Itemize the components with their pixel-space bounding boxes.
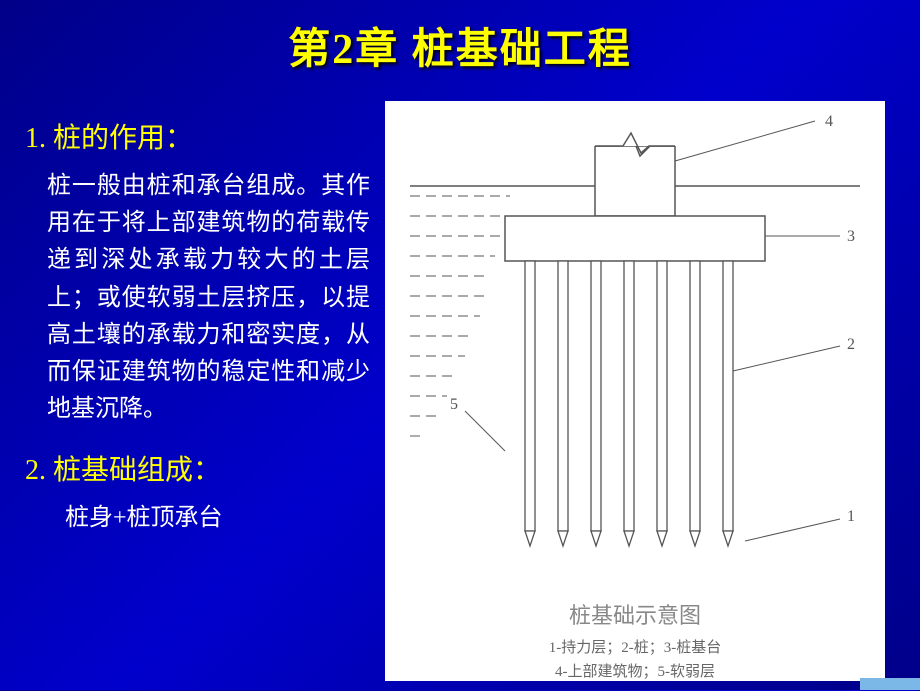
figure-legend-line1: 1-持力层；2-桩；3-桩基台 — [385, 636, 885, 660]
figure-container: 4 3 2 1 5 桩基础示意图 1-持力层；2-桩；3-桩基台 4-上部建筑物… — [385, 101, 885, 681]
section2-body: 桩身+桩顶承台 — [25, 500, 370, 537]
label-4: 4 — [825, 113, 833, 130]
section2-heading: 2. 桩基础组成： — [25, 448, 370, 488]
label-5: 5 — [450, 396, 458, 413]
figure-caption: 桩基础示意图 — [385, 598, 885, 630]
label-1: 1 — [847, 508, 855, 525]
figure-legend: 1-持力层；2-桩；3-桩基台 4-上部建筑物；5-软弱层 — [385, 636, 885, 684]
left-column: 1. 桩的作用： 桩一般由桩和承台组成。其作用在于将上部建筑物的荷载传递到深处承… — [25, 96, 385, 681]
right-column: 4 3 2 1 5 桩基础示意图 1-持力层；2-桩；3-桩基台 4-上部建筑物… — [385, 101, 895, 681]
pile-foundation-diagram: 4 3 2 1 5 — [385, 101, 885, 591]
section1-body: 桩一般由桩和承台组成。其作用在于将上部建筑物的荷载传递到深处承载力较大的土层上；… — [25, 168, 370, 428]
label-2: 2 — [847, 336, 855, 353]
footer-accent — [860, 678, 920, 690]
figure-legend-line2: 4-上部建筑物；5-软弱层 — [385, 660, 885, 684]
content-area: 1. 桩的作用： 桩一般由桩和承台组成。其作用在于将上部建筑物的荷载传递到深处承… — [0, 76, 920, 691]
slide-title: 第2章 桩基础工程 — [0, 0, 920, 76]
label-3: 3 — [847, 228, 855, 245]
section1-heading: 1. 桩的作用： — [25, 116, 370, 156]
